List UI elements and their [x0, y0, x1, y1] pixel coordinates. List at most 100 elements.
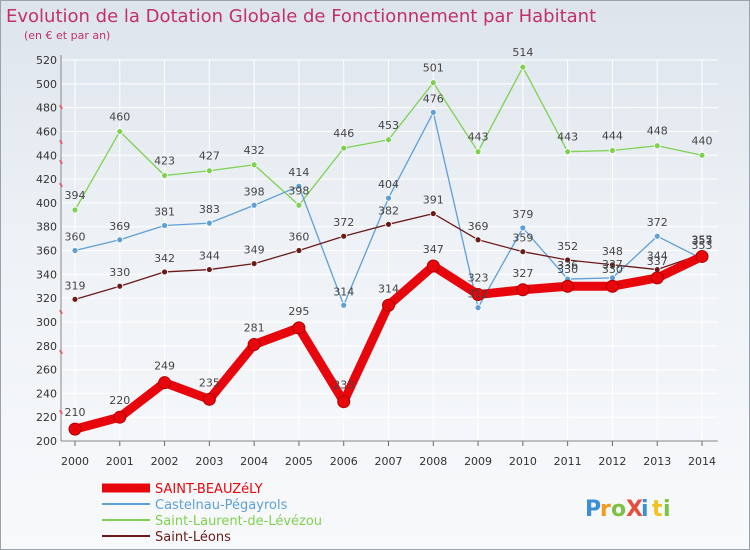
data-label: 360 [65, 231, 86, 244]
data-point [698, 151, 706, 159]
data-point [650, 271, 664, 285]
y-tick-label: 460 [36, 125, 57, 138]
data-point [71, 247, 79, 254]
data-label: 427 [199, 150, 220, 163]
logo-letter: i [663, 497, 671, 522]
data-label: 398 [288, 184, 309, 197]
x-tick-label: 2010 [509, 455, 537, 468]
data-point [158, 376, 172, 390]
data-label: 398 [244, 185, 265, 198]
x-tick-label: 2002 [151, 455, 179, 468]
y-tick-label: 320 [36, 292, 57, 305]
data-point [71, 295, 79, 303]
data-label: 347 [423, 243, 444, 256]
data-label: 444 [602, 129, 623, 142]
proxiti-logo: Pr o Xi t i [585, 497, 671, 522]
data-label: 249 [154, 360, 175, 373]
data-point [295, 182, 303, 190]
data-point [250, 161, 258, 169]
x-tick-label: 2012 [598, 455, 626, 468]
chart-title: Evolution de la Dotation Globale de Fonc… [6, 6, 596, 27]
x-tick-label: 2009 [464, 455, 492, 468]
axis-accent-mark [59, 159, 63, 165]
chart-subtitle: (en € et par an) [24, 29, 110, 42]
data-point [161, 222, 168, 229]
data-label: 330 [109, 266, 130, 279]
series [68, 63, 709, 436]
data-label: 330 [602, 263, 623, 276]
x-tick-label: 2001 [106, 455, 134, 468]
data-label: 353 [692, 239, 713, 252]
legend-label: Saint-Léons [155, 530, 231, 545]
y-tick-label: 360 [36, 245, 57, 258]
y-tick-label: 280 [36, 340, 57, 353]
legend: SAINT-BEAUZéLYCastelnau-PégayrolsSaint-L… [102, 482, 322, 545]
data-label: 357 [692, 234, 713, 247]
data-point [385, 136, 392, 144]
data-point [68, 422, 82, 436]
data-label: 381 [154, 205, 175, 218]
data-point [250, 260, 258, 267]
x-tick-label: 2011 [554, 455, 582, 468]
y-tick-label: 200 [36, 435, 57, 448]
data-point [116, 128, 124, 135]
y-tick-label: 380 [36, 221, 57, 234]
data-label: 342 [154, 252, 175, 265]
x-tick-label: 2004 [240, 455, 268, 468]
data-label: 453 [378, 119, 399, 132]
data-label: 344 [647, 250, 668, 263]
data-point [205, 167, 213, 175]
data-label: 337 [647, 255, 668, 268]
data-label: 330 [557, 263, 578, 276]
data-label: 369 [468, 220, 489, 233]
data-point [564, 256, 572, 264]
data-label: 281 [244, 322, 265, 335]
data-label: 383 [199, 203, 220, 216]
data-label: 344 [199, 250, 220, 263]
data-label: 372 [647, 216, 668, 229]
axis-accent-mark [59, 309, 63, 315]
data-label: 319 [65, 279, 86, 292]
data-label: 312 [468, 288, 489, 301]
data-point [205, 266, 213, 273]
data-label: 337 [602, 258, 623, 271]
x-tick-label: 2007 [375, 455, 403, 468]
data-label: 514 [512, 46, 533, 59]
axis-accent-mark [59, 104, 63, 110]
data-point [202, 392, 216, 406]
y-tick-label: 440 [36, 149, 57, 162]
data-label: 336 [557, 259, 578, 272]
x-tick-label: 2013 [643, 455, 671, 468]
data-point [564, 148, 572, 156]
data-label: 210 [65, 406, 86, 419]
data-label: 382 [378, 204, 399, 217]
data-point [71, 206, 79, 214]
data-label: 359 [512, 232, 533, 245]
data-point [116, 282, 124, 290]
data-point [340, 232, 348, 240]
logo-letter: i [641, 497, 649, 522]
data-label: 476 [423, 92, 444, 105]
data-point [429, 108, 437, 116]
y-tick-label: 300 [36, 316, 57, 329]
data-label: 235 [199, 376, 220, 389]
data-label: 391 [423, 194, 444, 207]
data-label: 314 [333, 285, 354, 298]
axis-accent-mark [59, 182, 63, 188]
axis-accent-mark [59, 409, 63, 415]
data-label: 327 [512, 267, 533, 280]
logo-letter: o [611, 497, 626, 522]
data-label: 460 [109, 110, 130, 123]
data-point [113, 410, 127, 424]
y-tick-label: 520 [36, 54, 57, 67]
x-tick-label: 2008 [419, 455, 447, 468]
data-label: 349 [244, 244, 265, 257]
data-label: 352 [557, 240, 578, 253]
axis-accent-mark [59, 139, 63, 145]
legend-label: Castelnau-Pégayrols [155, 498, 288, 513]
data-point [295, 247, 303, 254]
data-label: 501 [423, 62, 444, 75]
data-point [605, 279, 619, 293]
data-label: 355 [692, 233, 713, 246]
